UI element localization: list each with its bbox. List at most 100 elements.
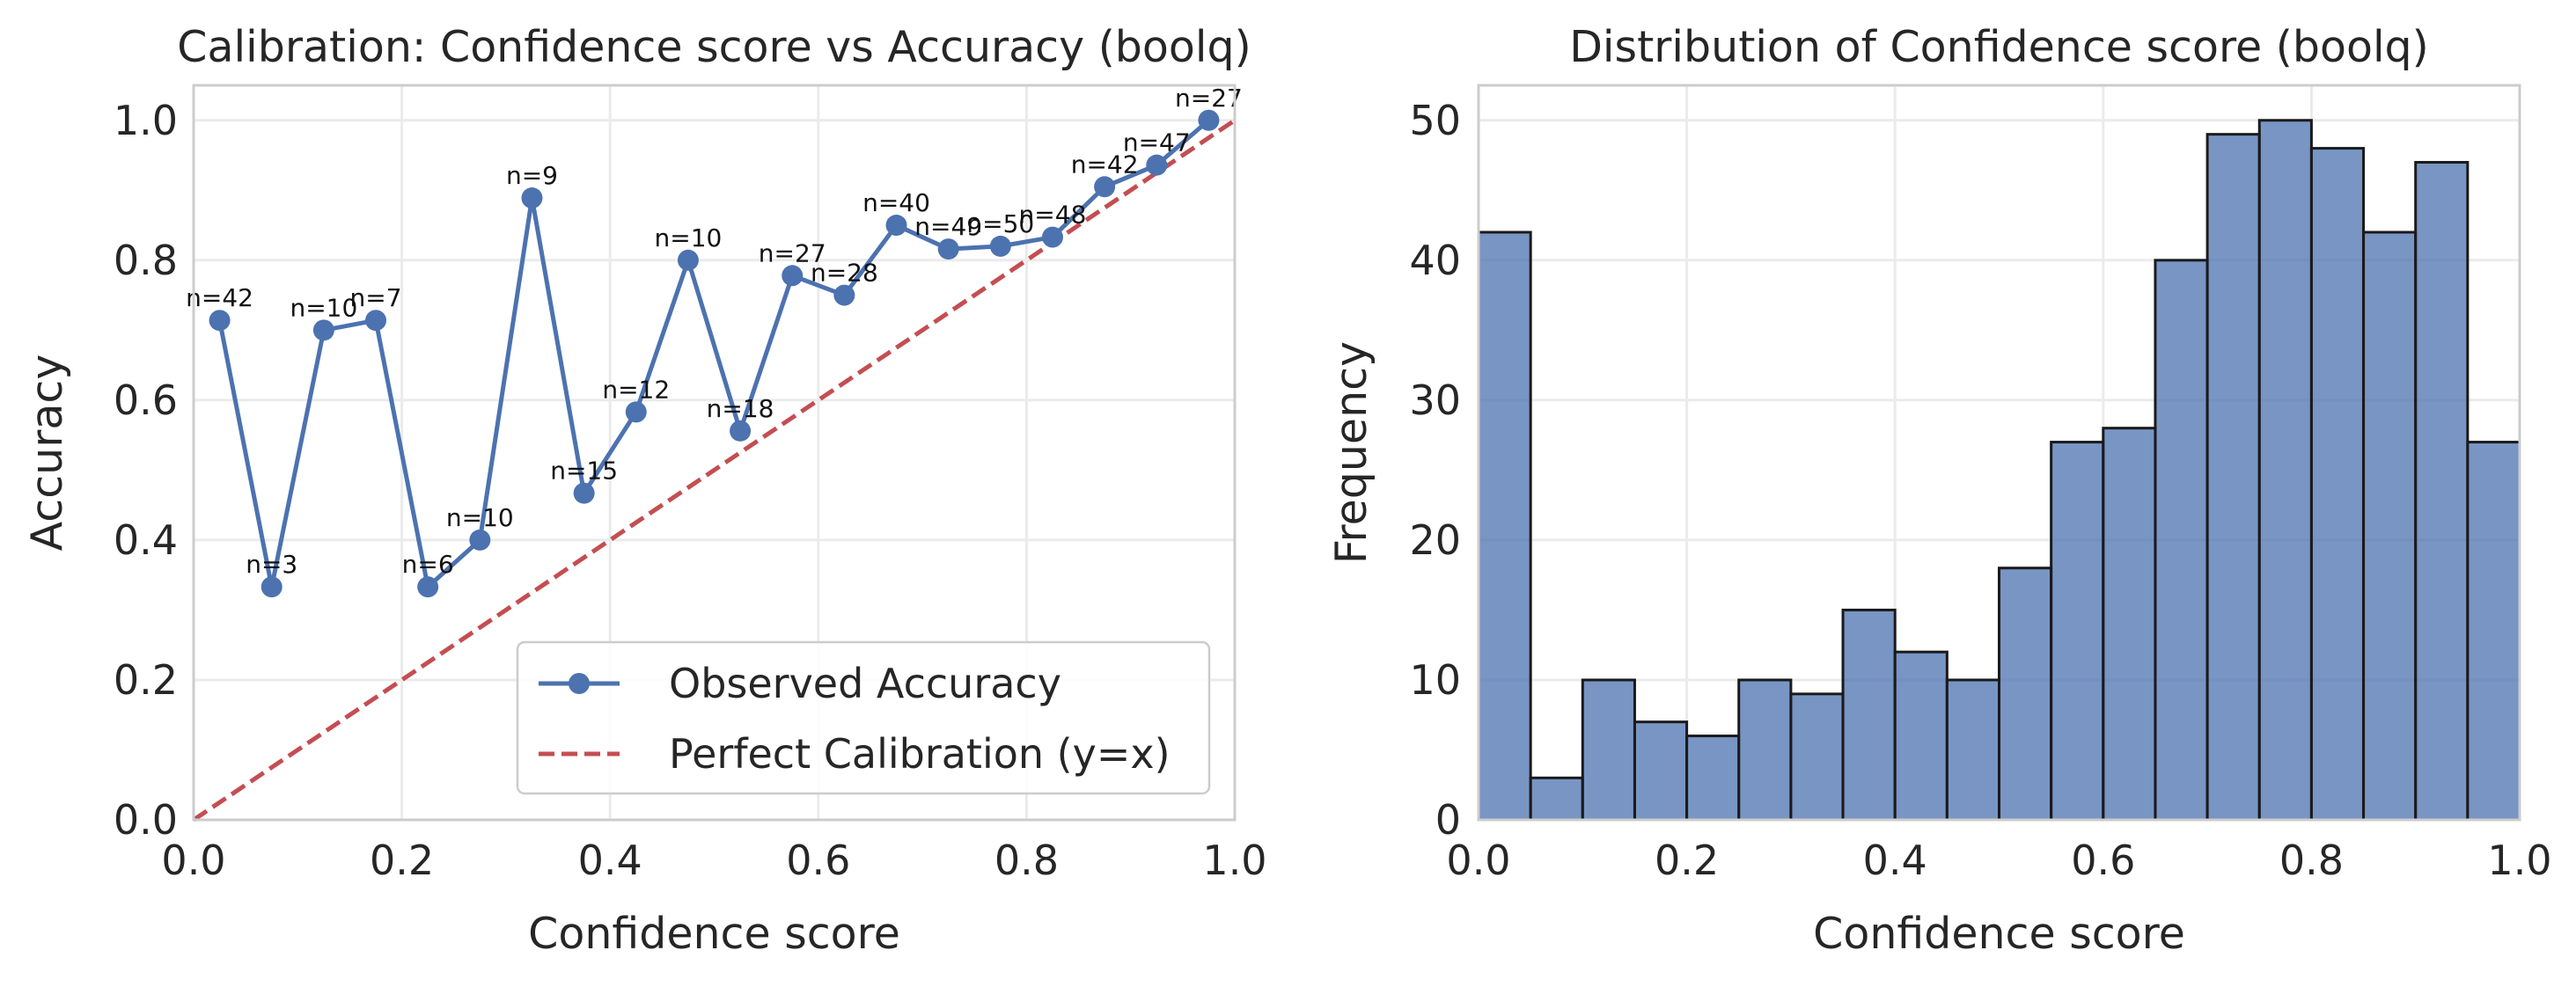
bin-count-annotation: n=10 bbox=[655, 223, 723, 252]
histogram-bar bbox=[1477, 230, 1532, 822]
bin-count-annotation: n=42 bbox=[186, 283, 253, 312]
histogram-x-tick-label: 0.0 bbox=[1446, 837, 1510, 884]
calibration-plot-area: n=42n=3n=10n=7n=6n=10n=9n=15n=12n=10n=18… bbox=[186, 84, 1243, 822]
calibration-y-tick-label: 0.4 bbox=[114, 516, 178, 564]
calibration-y-tick-label: 0.2 bbox=[114, 656, 178, 704]
observed-accuracy-point bbox=[885, 215, 907, 237]
histogram-bar bbox=[2309, 147, 2366, 822]
histogram-x-tick-label: 0.8 bbox=[2279, 837, 2344, 884]
observed-accuracy-point bbox=[209, 310, 231, 332]
bin-count-annotation: n=10 bbox=[290, 293, 357, 322]
histogram-bar bbox=[1737, 678, 1793, 822]
legend-perfect-label: Perfect Calibration (y=x) bbox=[669, 730, 1171, 778]
bin-count-annotation: n=10 bbox=[446, 503, 514, 532]
histogram-y-tick-label: 50 bbox=[1409, 97, 1461, 144]
histogram-x-tick-label: 0.4 bbox=[1863, 837, 1927, 884]
histogram-y-ticks: 0 10 20 30 40 50 bbox=[1409, 97, 1461, 844]
observed-accuracy-point bbox=[1094, 176, 1116, 198]
histogram-y-axis-label: Frequency bbox=[1326, 341, 1376, 564]
bin-count-annotation: n=50 bbox=[966, 209, 1034, 238]
histogram-x-tick-label: 1.0 bbox=[2487, 837, 2551, 884]
histogram-x-tick-label: 0.2 bbox=[1655, 837, 1719, 884]
histogram-bar bbox=[1789, 692, 1845, 822]
histogram-bar bbox=[2205, 133, 2261, 822]
observed-accuracy-point bbox=[469, 529, 491, 551]
observed-accuracy-point bbox=[989, 235, 1011, 257]
bin-count-annotation: n=12 bbox=[602, 375, 670, 404]
legend-observed-label: Observed Accuracy bbox=[669, 660, 1061, 707]
histogram-y-tick-label: 20 bbox=[1409, 516, 1461, 564]
calibration-x-tick-label: 0.8 bbox=[994, 837, 1059, 884]
observed-accuracy-point bbox=[782, 265, 804, 287]
legend-observed-marker bbox=[569, 673, 590, 694]
bin-count-annotation: n=47 bbox=[1123, 128, 1191, 157]
histogram-bar bbox=[1633, 720, 1689, 822]
bin-count-annotation: n=18 bbox=[707, 394, 774, 423]
histogram-chart: 0.0 0.2 0.4 0.6 0.8 1.0 0 10 20 30 40 50 Distribut… bbox=[1326, 22, 2552, 959]
calibration-plot-frame bbox=[192, 84, 1237, 822]
histogram-bar bbox=[1945, 678, 2001, 822]
calibration-x-ticks: 0.0 0.2 0.4 0.6 0.8 1.0 bbox=[161, 837, 1266, 884]
histogram-bar bbox=[2257, 119, 2313, 822]
histogram-bar bbox=[1998, 567, 2053, 822]
calibration-x-axis-label: Confidence score bbox=[528, 909, 900, 959]
observed-accuracy-point bbox=[365, 310, 387, 332]
observed-accuracy-point bbox=[833, 284, 855, 306]
calibration-y-axis-label: Accuracy bbox=[22, 355, 72, 552]
histogram-y-tick-label: 0 bbox=[1435, 796, 1461, 844]
histogram-bar bbox=[2050, 441, 2105, 822]
histogram-bar bbox=[1685, 735, 1741, 822]
bin-count-annotation: n=15 bbox=[550, 457, 618, 486]
histogram-y-tick-label: 30 bbox=[1409, 377, 1461, 424]
observed-accuracy-point bbox=[1146, 154, 1168, 176]
calibration-y-ticks: 0.0 0.2 0.4 0.6 0.8 1.0 bbox=[114, 97, 178, 844]
histogram-plot-frame bbox=[1477, 84, 2521, 822]
calibration-x-tick-label: 1.0 bbox=[1202, 837, 1266, 884]
calibration-y-tick-label: 1.0 bbox=[114, 97, 178, 144]
histogram-bar bbox=[2154, 259, 2209, 822]
calibration-y-tick-label: 0.8 bbox=[114, 237, 178, 284]
histogram-bar bbox=[1893, 650, 1949, 822]
legend-box bbox=[516, 640, 1211, 795]
observed-accuracy-point bbox=[730, 420, 752, 442]
bin-count-annotation: n=3 bbox=[246, 550, 297, 579]
observed-accuracy-point bbox=[1041, 226, 1063, 248]
histogram-x-tick-label: 0.6 bbox=[2071, 837, 2135, 884]
observed-accuracy-point bbox=[261, 576, 283, 598]
histogram-bar bbox=[2362, 230, 2418, 822]
observed-accuracy-point bbox=[312, 319, 334, 341]
histogram-bar bbox=[2414, 160, 2470, 822]
observed-accuracy-point bbox=[625, 401, 647, 423]
bin-count-annotation: n=27 bbox=[1175, 84, 1243, 113]
histogram-bar bbox=[2466, 441, 2521, 822]
bin-count-annotation: n=6 bbox=[402, 550, 454, 579]
histogram-x-ticks: 0.0 0.2 0.4 0.6 0.8 1.0 bbox=[1446, 837, 2551, 884]
bin-count-annotation: n=28 bbox=[811, 259, 878, 288]
calibration-x-tick-label: 0.6 bbox=[786, 837, 850, 884]
observed-accuracy-point bbox=[1198, 109, 1220, 131]
bin-count-annotation: n=9 bbox=[506, 161, 558, 190]
observed-accuracy-point bbox=[417, 576, 439, 598]
observed-accuracy-line bbox=[217, 118, 1211, 589]
histogram-y-tick-label: 10 bbox=[1409, 656, 1461, 704]
observed-accuracy-point bbox=[521, 187, 543, 209]
calibration-x-tick-label: 0.0 bbox=[161, 837, 225, 884]
calibration-x-tick-label: 0.4 bbox=[578, 837, 642, 884]
bin-count-annotation: n=40 bbox=[862, 188, 930, 217]
histogram-bar bbox=[1529, 776, 1584, 822]
bin-count-annotation: n=27 bbox=[759, 238, 826, 267]
bin-count-annotation: n=48 bbox=[1019, 201, 1087, 230]
observed-accuracy-point bbox=[677, 249, 699, 271]
legend: Observed Accuracy Perfect Calibration (y… bbox=[516, 640, 1211, 795]
histogram-plot-area bbox=[1477, 119, 2521, 822]
histogram-bar bbox=[1841, 608, 1897, 822]
calibration-y-tick-label: 0.6 bbox=[114, 377, 178, 424]
histogram-bar bbox=[1581, 678, 1636, 822]
histogram-title: Distribution of Confidence score (boolq) bbox=[1569, 22, 2429, 72]
calibration-x-tick-label: 0.2 bbox=[370, 837, 434, 884]
histogram-x-axis-label: Confidence score bbox=[1813, 909, 2185, 959]
observed-accuracy-point bbox=[937, 238, 959, 260]
observed-accuracy-point bbox=[573, 482, 595, 504]
calibration-title: Calibration: Confidence score vs Accurac… bbox=[177, 22, 1251, 72]
